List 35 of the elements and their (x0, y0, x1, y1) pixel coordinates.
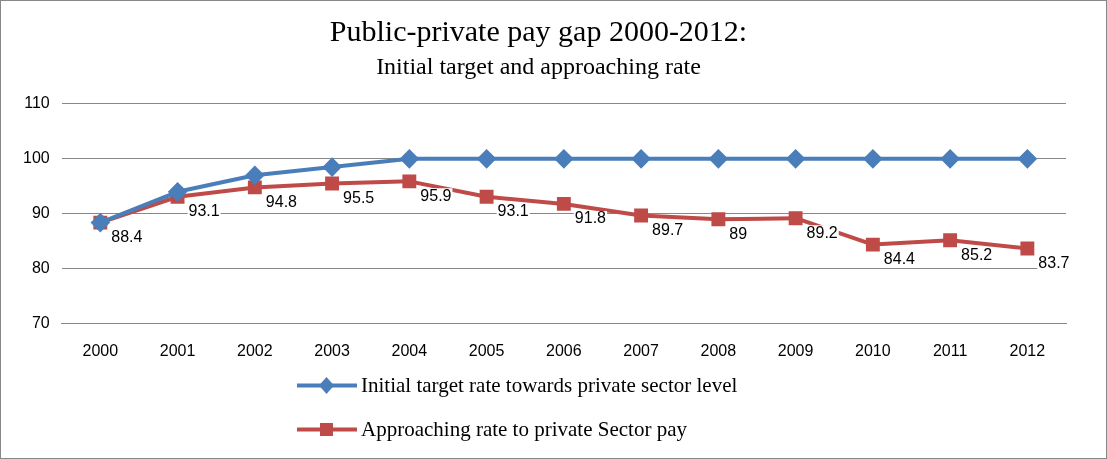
x-tick-label: 2002 (237, 341, 273, 359)
y-tick-label: 80 (31, 259, 50, 277)
data-label: 85.2 (961, 245, 993, 263)
data-label: 95.5 (343, 188, 375, 206)
legend-label: Approaching rate to private Sector pay (361, 416, 687, 442)
x-tick-label: 2011 (932, 341, 968, 359)
x-tick-label: 2007 (623, 341, 659, 359)
data-label: 88.4 (111, 228, 143, 246)
data-label: 95.9 (420, 186, 452, 204)
y-tick-label: 100 (22, 149, 50, 167)
y-tick-label: 70 (31, 314, 50, 332)
y-tick-label: 110 (24, 94, 50, 112)
data-label: 91.8 (574, 209, 607, 227)
chart-title: Public-private pay gap 2000-2012: (329, 13, 748, 47)
legend-label: Initial target rate towards private sector level (361, 372, 738, 398)
x-tick-label: 2008 (700, 341, 737, 359)
x-tick-label: 2003 (314, 341, 350, 359)
y-tick-label: 90 (31, 204, 50, 222)
data-label: 94.8 (265, 192, 298, 210)
x-tick-label: 2006 (546, 341, 582, 359)
x-tick-label: 2004 (391, 341, 428, 359)
x-tick-label: 2010 (855, 341, 891, 359)
data-label: 89.7 (652, 220, 684, 238)
data-label: 93.1 (497, 202, 529, 220)
data-label: 93.1 (188, 202, 220, 220)
x-tick-label: 2001 (159, 341, 196, 359)
x-tick-label: 2000 (82, 341, 119, 359)
data-label: 83.7 (1038, 253, 1070, 271)
x-tick-label: 2009 (777, 341, 814, 359)
x-tick-label: 2012 (1009, 341, 1046, 359)
data-label: 84.4 (883, 250, 916, 268)
data-label: 89.2 (806, 223, 838, 241)
chart-subtitle: Initial target and approaching rate (376, 52, 701, 79)
data-label: 89 (729, 224, 748, 242)
x-tick-label: 2005 (468, 341, 505, 359)
